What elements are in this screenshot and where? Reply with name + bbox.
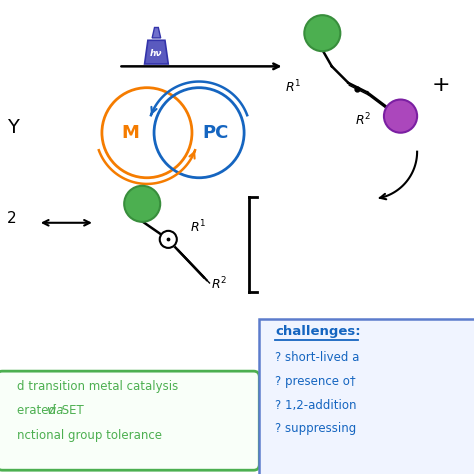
Text: +: + — [431, 75, 450, 95]
Text: ? short-lived a: ? short-lived a — [275, 351, 359, 365]
Circle shape — [384, 100, 417, 133]
Text: erated: erated — [17, 403, 59, 417]
Circle shape — [160, 231, 177, 248]
Polygon shape — [152, 27, 161, 38]
Circle shape — [304, 15, 340, 51]
Text: via: via — [46, 403, 64, 417]
Text: ? presence o†: ? presence o† — [275, 375, 356, 388]
Text: $R^1$: $R^1$ — [285, 79, 301, 95]
FancyBboxPatch shape — [0, 371, 259, 470]
Text: d transition metal catalysis: d transition metal catalysis — [17, 380, 178, 393]
Text: 2: 2 — [7, 211, 17, 226]
Text: ? suppressing: ? suppressing — [275, 422, 356, 436]
Text: nctional group tolerance: nctional group tolerance — [17, 428, 162, 442]
Polygon shape — [145, 40, 168, 64]
Text: PC: PC — [202, 124, 229, 142]
Text: Y: Y — [7, 118, 19, 137]
FancyBboxPatch shape — [259, 319, 474, 474]
Text: hν: hν — [150, 49, 163, 58]
Text: ? 1,2-addition: ? 1,2-addition — [275, 399, 356, 412]
Text: $R^1$: $R^1$ — [190, 219, 206, 235]
Circle shape — [124, 186, 160, 222]
Text: $R^2$: $R^2$ — [211, 275, 227, 292]
Text: challenges:: challenges: — [275, 325, 361, 338]
Text: $R^2$: $R^2$ — [355, 112, 371, 128]
Text: M: M — [121, 124, 139, 142]
Text: SET: SET — [58, 403, 83, 417]
